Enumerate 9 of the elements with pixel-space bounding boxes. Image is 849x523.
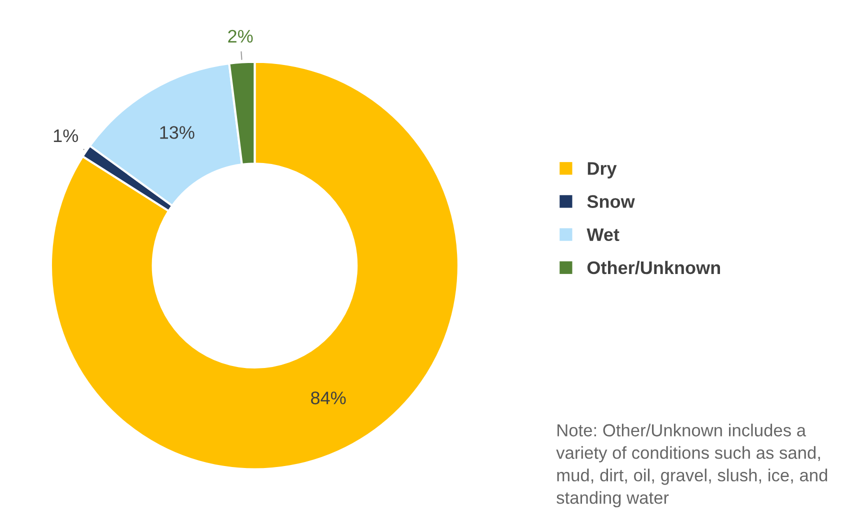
data-label: 84% bbox=[311, 392, 346, 404]
legend-label: Snow bbox=[587, 195, 635, 208]
data-label: 1% bbox=[54, 129, 78, 142]
legend-label: Dry bbox=[588, 162, 617, 178]
text: Note: Other/Unknown includes a variety of conditions such as sand, mud, dirt, oil, gravel, slush, ice, and standing water bbox=[556, 424, 828, 508]
data-label: 13% bbox=[160, 126, 194, 139]
legend-label: Other/Unknown bbox=[587, 260, 720, 274]
legend-label: Wet bbox=[586, 228, 620, 242]
data-label: 2% bbox=[228, 30, 253, 43]
